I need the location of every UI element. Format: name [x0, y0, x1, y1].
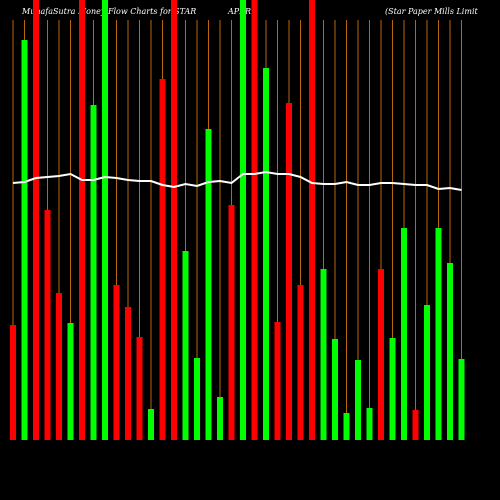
chart-title-middle: APER	[227, 7, 251, 16]
bar	[355, 360, 361, 440]
bar	[102, 0, 108, 440]
bar	[309, 0, 315, 440]
bar	[435, 228, 442, 440]
bar	[148, 409, 154, 440]
bar	[67, 323, 74, 440]
bar	[217, 397, 223, 440]
bar	[251, 0, 258, 440]
bar	[240, 0, 246, 440]
chart-title-right: (Star Paper Mills Limit	[385, 7, 479, 16]
bar	[205, 129, 212, 440]
bar	[228, 205, 235, 440]
chart-title: MunafaSutra Money Flow Charts for STAR	[21, 7, 196, 16]
bar	[44, 210, 51, 440]
bar	[297, 285, 304, 440]
bar	[113, 285, 120, 440]
bar	[274, 322, 281, 440]
bar	[10, 325, 16, 440]
bar	[389, 338, 396, 440]
bar	[79, 0, 85, 440]
bar	[366, 408, 373, 440]
bar	[171, 0, 177, 440]
bar	[159, 79, 166, 440]
bar	[182, 251, 189, 440]
bar	[56, 293, 62, 440]
bar	[401, 228, 407, 440]
bar	[412, 410, 419, 440]
bar	[125, 307, 131, 440]
bar	[332, 339, 338, 440]
bar	[378, 269, 384, 440]
bar	[33, 0, 39, 440]
bar	[458, 359, 465, 440]
bar	[286, 103, 292, 440]
bar	[136, 337, 143, 440]
bar	[263, 68, 269, 440]
bar	[424, 305, 430, 440]
bar	[343, 413, 350, 440]
bar	[447, 263, 453, 440]
bar	[194, 358, 200, 440]
trend-line	[12, 170, 462, 191]
bar	[21, 40, 28, 440]
bar	[90, 105, 97, 440]
bar	[320, 269, 327, 440]
